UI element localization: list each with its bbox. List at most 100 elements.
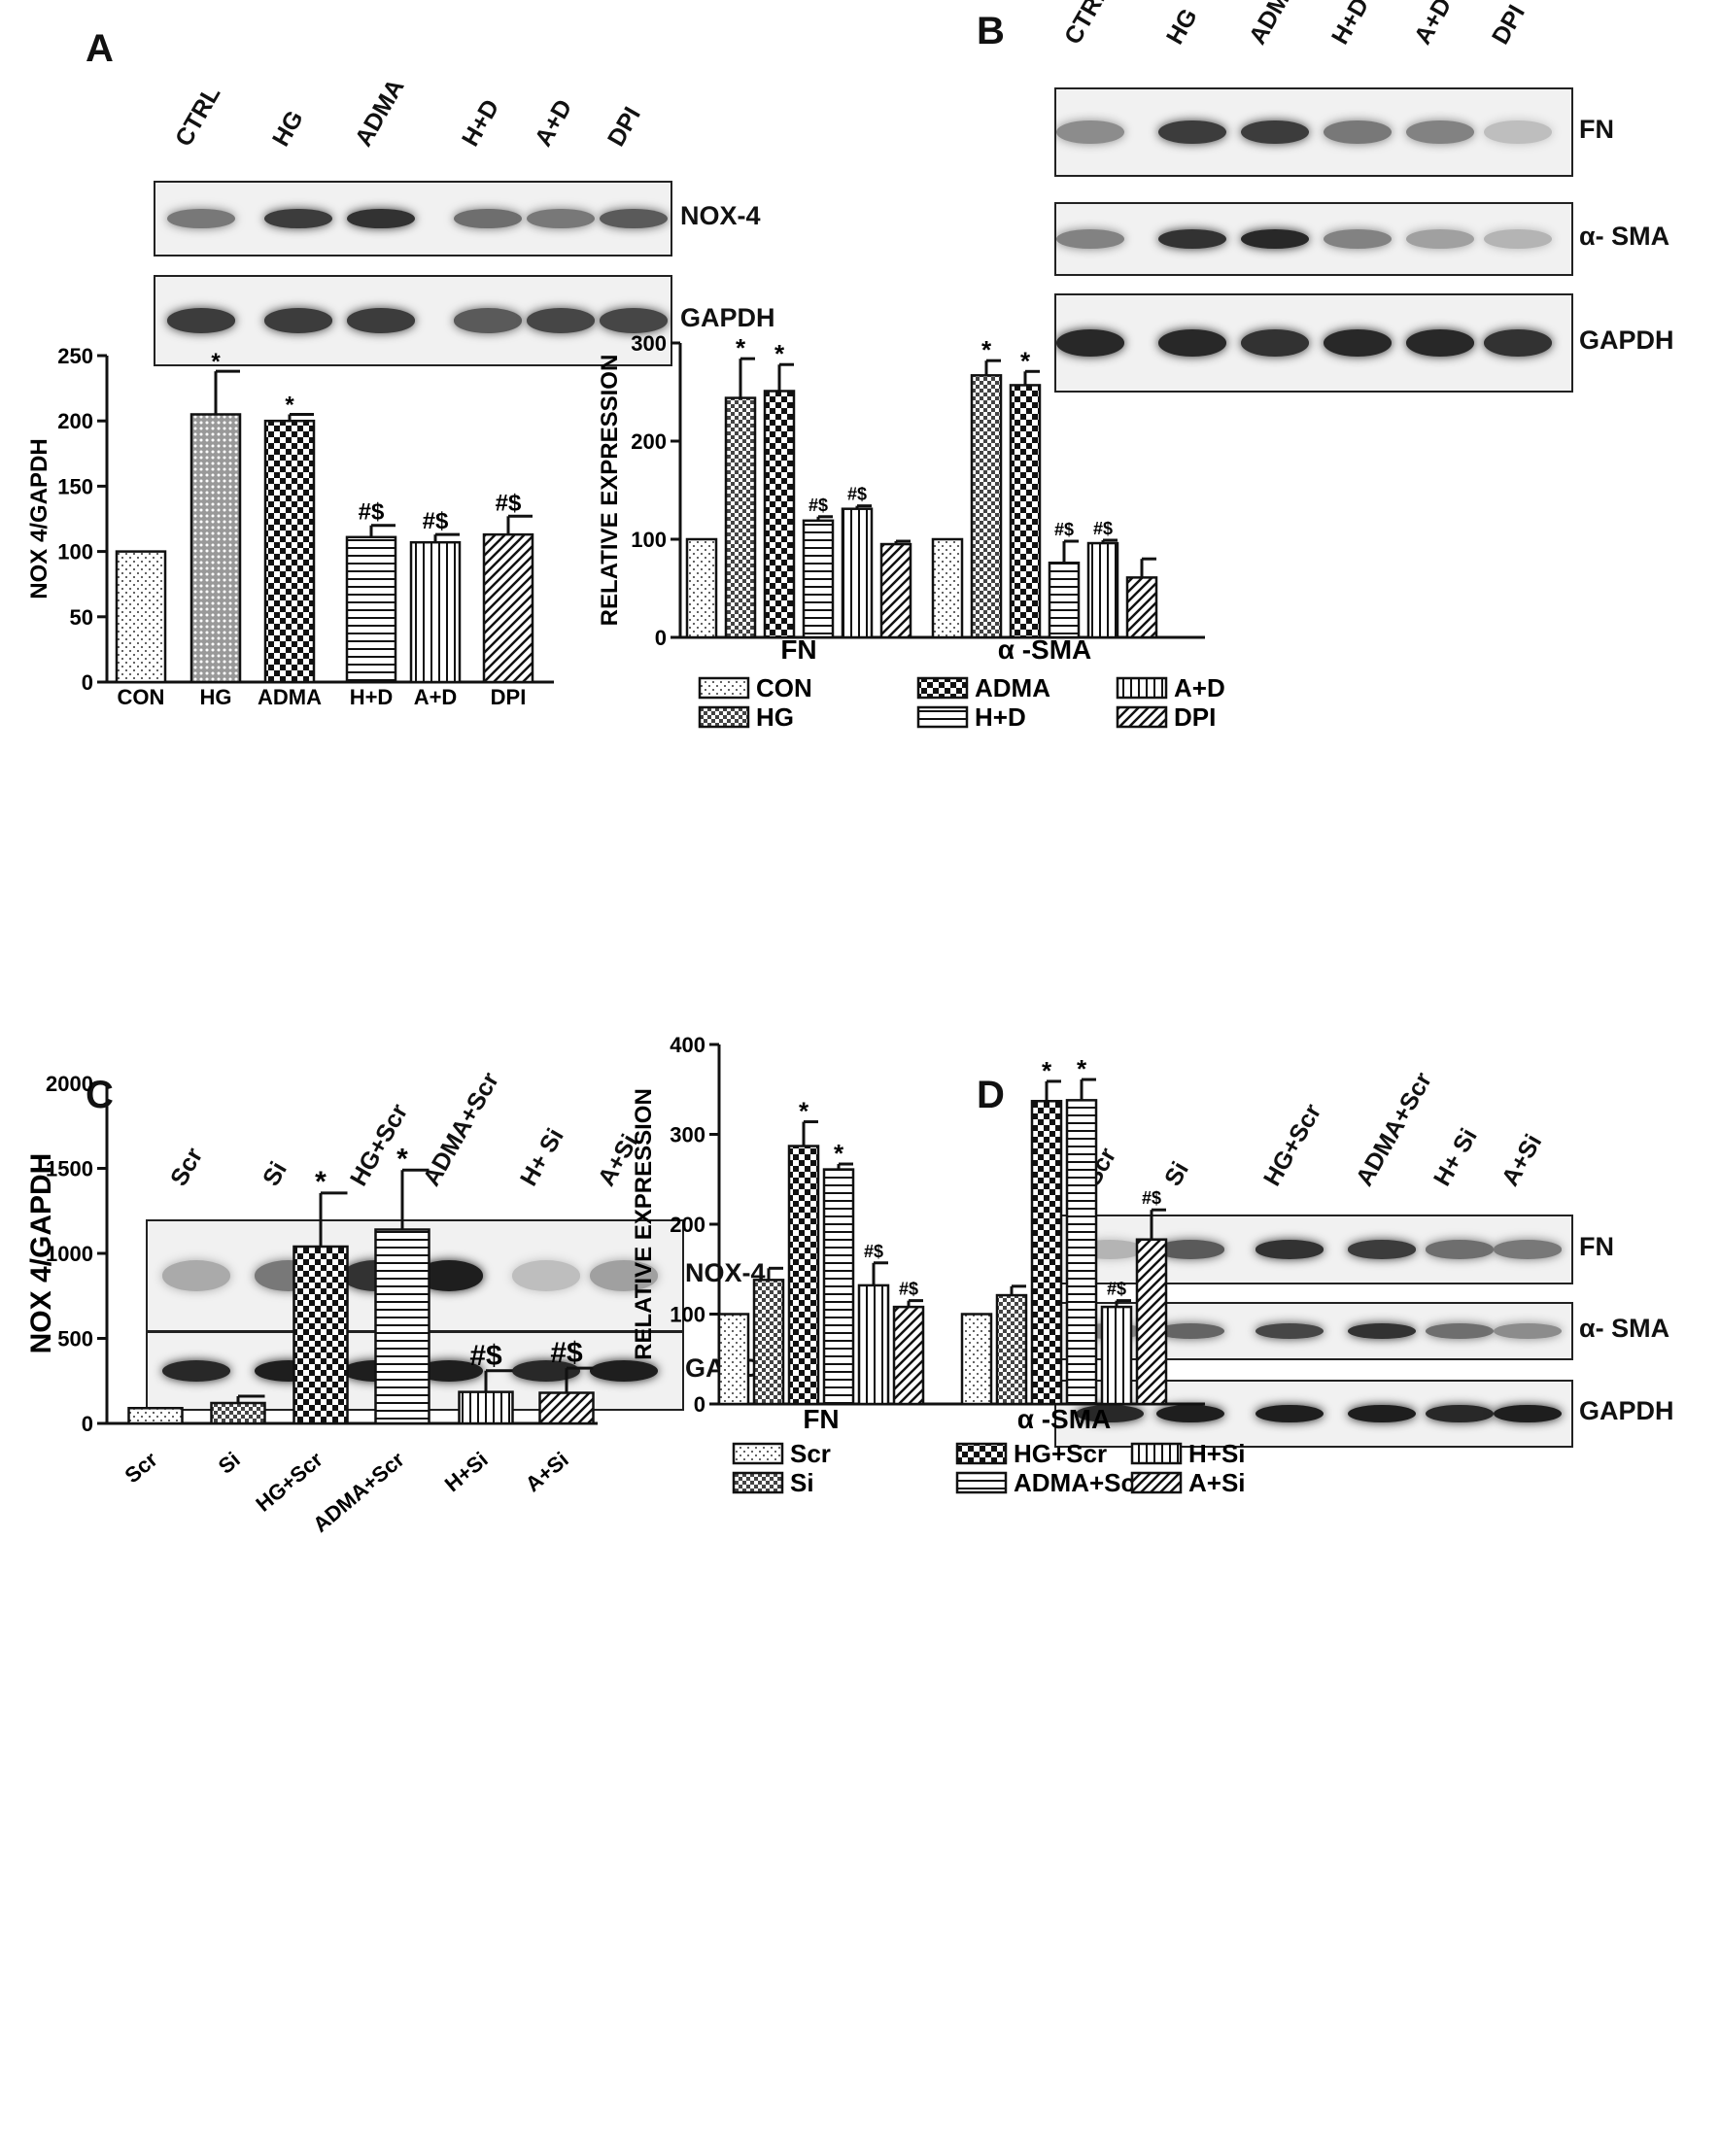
y-tick-label: 100 bbox=[631, 528, 667, 552]
legend-label: ADMA+Scr bbox=[1014, 1468, 1145, 1497]
bar bbox=[995, 1293, 1028, 1406]
blot-strip bbox=[1054, 87, 1573, 177]
significance-label: * bbox=[736, 333, 746, 362]
legend-label: A+Si bbox=[1188, 1468, 1246, 1497]
blot-band bbox=[1348, 1240, 1416, 1259]
blot-band bbox=[1494, 1323, 1562, 1339]
legend-label: HG bbox=[756, 702, 794, 732]
blot-band bbox=[264, 208, 332, 229]
blot-band bbox=[1324, 329, 1392, 357]
bar bbox=[970, 374, 1003, 639]
blot-band bbox=[590, 1360, 658, 1382]
blot-band bbox=[1426, 1323, 1494, 1339]
significance-label: * bbox=[396, 1143, 408, 1175]
blot-band bbox=[1484, 120, 1552, 145]
blot-band bbox=[600, 308, 668, 333]
y-tick-label: 200 bbox=[631, 429, 667, 454]
legend-label: DPI bbox=[1174, 702, 1216, 732]
bar bbox=[752, 1279, 785, 1406]
blot-strip bbox=[1054, 202, 1573, 276]
y-tick-label: 300 bbox=[670, 1123, 705, 1147]
blot-band bbox=[512, 1260, 580, 1291]
category-label: ADMA bbox=[258, 685, 322, 709]
legend-swatch bbox=[916, 705, 969, 729]
legend-label: ADMA bbox=[975, 673, 1050, 702]
significance-label: * bbox=[1042, 1056, 1052, 1085]
legend-swatch bbox=[732, 1442, 784, 1465]
y-tick-label: 2000 bbox=[46, 1072, 93, 1096]
blot-band bbox=[512, 1360, 580, 1382]
category-label: Scr bbox=[120, 1447, 162, 1488]
blot-band bbox=[1158, 228, 1226, 250]
bar bbox=[822, 1168, 855, 1406]
y-tick-label: 50 bbox=[70, 605, 93, 630]
group-label: α -SMA bbox=[998, 634, 1092, 665]
legend-label: Si bbox=[790, 1468, 814, 1497]
blot-band bbox=[1056, 329, 1124, 357]
significance-label: #$ bbox=[496, 490, 522, 516]
blot-label: FN bbox=[1579, 1232, 1614, 1261]
bar bbox=[538, 1391, 595, 1425]
blot-band bbox=[527, 308, 595, 333]
blot-band bbox=[347, 308, 415, 333]
y-axis-label: NOX 4/GAPDH bbox=[26, 438, 52, 599]
blot-band bbox=[1158, 120, 1226, 145]
blot-band bbox=[1241, 228, 1309, 250]
blot-band bbox=[1406, 329, 1474, 357]
blot-label: NOX-4 bbox=[680, 201, 761, 230]
bar bbox=[879, 542, 912, 639]
blot-band bbox=[1348, 1404, 1416, 1423]
legend-swatch bbox=[732, 1471, 784, 1494]
bar bbox=[892, 1305, 925, 1406]
chart-C: 0 500 1000 1500 2000 NOX 4/GAPDH Scr Si * HG+Scr *… bbox=[25, 1072, 598, 1537]
bar bbox=[1030, 1100, 1063, 1406]
group-label: FN bbox=[780, 634, 816, 665]
category-label: HG bbox=[200, 685, 232, 709]
blot-band bbox=[1426, 1404, 1494, 1423]
blot-band bbox=[1056, 120, 1124, 145]
blot-band bbox=[1256, 1323, 1324, 1339]
significance-label: * bbox=[211, 349, 221, 375]
blot-band bbox=[162, 1360, 230, 1382]
y-tick-label: 100 bbox=[57, 540, 93, 565]
blot-band bbox=[264, 308, 332, 333]
y-tick-label: 0 bbox=[82, 1412, 93, 1436]
legend-label: H+D bbox=[975, 702, 1026, 732]
legend-label: CON bbox=[756, 673, 812, 702]
y-axis-label: RELATIVE EXPRESSION bbox=[631, 1088, 657, 1360]
bar bbox=[802, 519, 835, 639]
y-tick-label: 200 bbox=[670, 1213, 705, 1237]
legend-swatch bbox=[1116, 705, 1168, 729]
bar bbox=[189, 413, 242, 684]
significance-label: #$ bbox=[423, 508, 449, 534]
significance-label: #$ bbox=[550, 1337, 583, 1369]
significance-label: * bbox=[315, 1166, 327, 1198]
legend-label: Scr bbox=[790, 1439, 831, 1468]
legend-label: H+Si bbox=[1188, 1439, 1246, 1468]
significance-label: * bbox=[285, 392, 294, 418]
panel-letter-b: B bbox=[977, 10, 1005, 52]
group-label: FN bbox=[803, 1404, 839, 1434]
blot-band bbox=[1256, 1240, 1324, 1259]
blot-band bbox=[167, 208, 235, 229]
legend-swatch bbox=[698, 676, 750, 700]
bar bbox=[717, 1313, 750, 1406]
y-tick-label: 400 bbox=[670, 1033, 705, 1057]
significance-label: * bbox=[774, 339, 785, 368]
blot-band bbox=[162, 1260, 230, 1291]
significance-label: #$ bbox=[1093, 519, 1113, 538]
bar bbox=[857, 1283, 890, 1406]
category-label: ADMA+Scr bbox=[308, 1447, 409, 1537]
significance-label: #$ bbox=[847, 485, 867, 504]
significance-label: * bbox=[834, 1139, 844, 1168]
blot-label: GAPDH bbox=[1579, 325, 1674, 355]
chart-B: 0 100 200 300 RELATIVE EXPRESSION * * #$ #$ FN * * #… bbox=[597, 331, 1225, 732]
y-tick-label: 0 bbox=[694, 1392, 705, 1417]
blot-band bbox=[600, 208, 668, 229]
blot-band bbox=[1156, 1323, 1224, 1339]
bar bbox=[458, 1390, 514, 1425]
blot-label: FN bbox=[1579, 115, 1614, 144]
significance-label: #$ bbox=[899, 1280, 918, 1299]
y-axis-label: RELATIVE EXPRESSION bbox=[597, 355, 623, 627]
